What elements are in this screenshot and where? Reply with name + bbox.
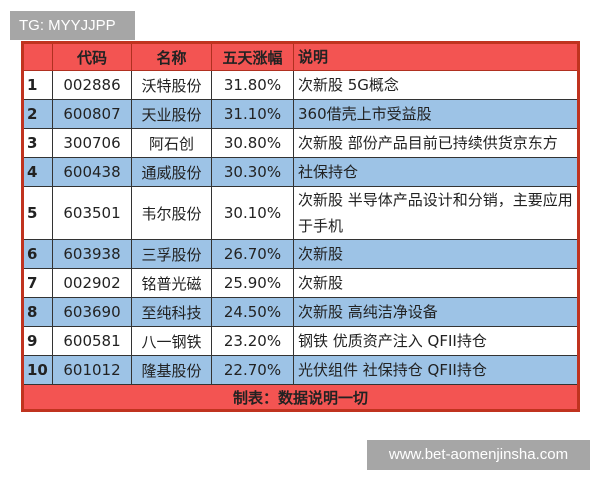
code-cell: 600581 [52, 326, 132, 356]
table-row: 8 603690 至纯科技 24.50% 次新股 高纯洁净设备 [22, 297, 579, 327]
change-cell: 23.20% [211, 326, 294, 356]
description-cell: 次新股 5G概念 [293, 70, 579, 100]
header-row: 代码 名称 五天涨幅 说明 [22, 42, 579, 71]
footer-caption: 制表：数据说明一切 [22, 384, 579, 411]
table-row: 9 600581 八一钢铁 23.20% 钢铁 优质资产注入 QFII持仓 [22, 326, 579, 356]
code-cell: 603690 [52, 297, 132, 327]
description-cell: 光伏组件 社保持仓 QFII持仓 [293, 355, 579, 385]
tg-label: TG: MYYJJPP [10, 11, 135, 40]
rank-cell: 10 [22, 355, 53, 385]
code-cell: 002886 [52, 70, 132, 100]
header-cell: 五天涨幅 [211, 42, 294, 71]
code-cell: 002902 [52, 268, 132, 298]
table-row: 1 002886 沃特股份 31.80% 次新股 5G概念 [22, 70, 579, 100]
change-cell: 24.50% [211, 297, 294, 327]
change-cell: 30.80% [211, 128, 294, 158]
rank-cell: 2 [22, 99, 53, 129]
description-cell: 次新股 [293, 239, 579, 269]
change-cell: 25.90% [211, 268, 294, 298]
name-cell: 至纯科技 [131, 297, 212, 327]
table-row: 5 603501 韦尔股份 30.10% 次新股 半导体产品设计和分销，主要应用于手机 [22, 186, 579, 240]
header-cell: 代码 [52, 42, 132, 71]
table-row: 6 603938 三孚股份 26.70% 次新股 [22, 239, 579, 269]
rank-cell: 7 [22, 268, 53, 298]
change-cell: 22.70% [211, 355, 294, 385]
rank-cell: 1 [22, 70, 53, 100]
name-cell: 沃特股份 [131, 70, 212, 100]
code-cell: 600807 [52, 99, 132, 129]
rank-cell: 8 [22, 297, 53, 327]
description-cell: 社保持仓 [293, 157, 579, 187]
change-cell: 30.30% [211, 157, 294, 187]
name-cell: 通威股份 [131, 157, 212, 187]
name-cell: 天业股份 [131, 99, 212, 129]
table-row: 4 600438 通威股份 30.30% 社保持仓 [22, 157, 579, 187]
footer-row: 制表：数据说明一切 [22, 384, 579, 411]
description-cell: 次新股 部份产品目前已持续供货京东方 [293, 128, 579, 158]
change-cell: 31.10% [211, 99, 294, 129]
rank-cell: 5 [22, 186, 53, 240]
header-cell: 说明 [293, 42, 579, 71]
stock-table: 代码 名称 五天涨幅 说明 1 002886 沃特股份 31.80% 次新股 5G概念 2… [21, 41, 580, 412]
header-cell [22, 42, 53, 71]
table-row: 7 002902 铭普光磁 25.90% 次新股 [22, 268, 579, 298]
name-cell: 三孚股份 [131, 239, 212, 269]
header-cell: 名称 [131, 42, 212, 71]
name-cell: 阿石创 [131, 128, 212, 158]
code-cell: 601012 [52, 355, 132, 385]
name-cell: 铭普光磁 [131, 268, 212, 298]
rank-cell: 9 [22, 326, 53, 356]
rank-cell: 3 [22, 128, 53, 158]
change-cell: 30.10% [211, 186, 294, 240]
code-cell: 600438 [52, 157, 132, 187]
code-cell: 603501 [52, 186, 132, 240]
name-cell: 八一钢铁 [131, 326, 212, 356]
table-row: 3 300706 阿石创 30.80% 次新股 部份产品目前已持续供货京东方 [22, 128, 579, 158]
code-cell: 300706 [52, 128, 132, 158]
description-cell: 次新股 半导体产品设计和分销，主要应用于手机 [293, 186, 579, 240]
rank-cell: 4 [22, 157, 53, 187]
table-row: 2 600807 天业股份 31.10% 360借壳上市受益股 [22, 99, 579, 129]
description-cell: 360借壳上市受益股 [293, 99, 579, 129]
table-row: 10 601012 隆基股份 22.70% 光伏组件 社保持仓 QFII持仓 [22, 355, 579, 385]
name-cell: 韦尔股份 [131, 186, 212, 240]
watermark: www.bet-aomenjinsha.com [367, 440, 590, 470]
code-cell: 603938 [52, 239, 132, 269]
rank-cell: 6 [22, 239, 53, 269]
change-cell: 26.70% [211, 239, 294, 269]
description-cell: 次新股 [293, 268, 579, 298]
change-cell: 31.80% [211, 70, 294, 100]
description-cell: 次新股 高纯洁净设备 [293, 297, 579, 327]
description-cell: 钢铁 优质资产注入 QFII持仓 [293, 326, 579, 356]
name-cell: 隆基股份 [131, 355, 212, 385]
